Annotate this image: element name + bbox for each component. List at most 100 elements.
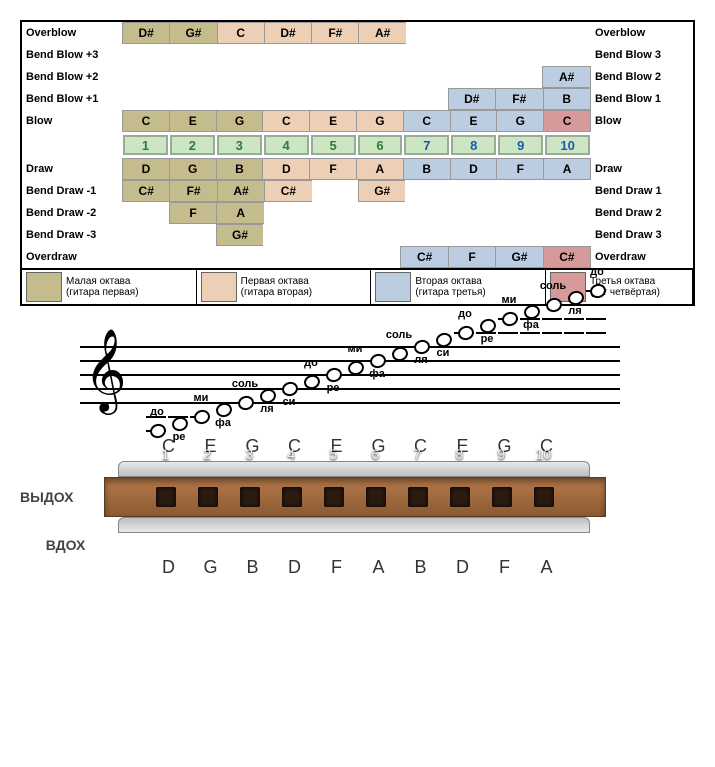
row-holes: 12345678910	[22, 132, 693, 158]
cell: G	[496, 110, 543, 132]
row-benddraw2: Bend Draw -2FABend Draw 2	[22, 202, 693, 224]
harp-hole	[282, 487, 302, 507]
legend-swatch	[201, 272, 237, 302]
harp-hole-num: 4	[270, 446, 312, 462]
note	[456, 324, 475, 342]
cell: C#	[400, 246, 447, 268]
cell	[544, 202, 591, 224]
label-right: Overdraw	[591, 246, 693, 268]
cell	[358, 202, 405, 224]
cell: C	[543, 110, 591, 132]
cell	[452, 180, 498, 202]
cell	[496, 66, 543, 88]
cell: A#	[358, 22, 405, 44]
cell	[405, 180, 451, 202]
note-label: до	[458, 308, 472, 320]
cell: D	[450, 158, 497, 180]
label-right: Bend Blow 2	[591, 66, 693, 88]
legend-item: Малая октава(гитара первая)	[22, 270, 197, 304]
cell	[122, 224, 169, 246]
draw-note: F	[484, 557, 526, 578]
label-left: Bend Blow +1	[22, 88, 122, 110]
legend-text: Малая октава(гитара первая)	[66, 276, 139, 298]
cell: G#	[169, 22, 216, 44]
cell	[215, 246, 261, 268]
cell	[215, 66, 262, 88]
cell	[308, 246, 354, 268]
cell	[451, 224, 498, 246]
cell: D	[122, 158, 169, 180]
cell	[402, 66, 449, 88]
cell	[215, 88, 262, 110]
cell	[122, 44, 169, 66]
cell	[497, 224, 544, 246]
cell	[122, 88, 169, 110]
cell	[404, 202, 451, 224]
hole-numbers-strip: 12345678910	[104, 446, 604, 462]
cell: F	[309, 158, 356, 180]
harp-hole	[450, 487, 470, 507]
hole-num-3: 3	[217, 135, 262, 155]
label-left: Bend Draw -3	[22, 224, 122, 246]
legend-item: Первая октава(гитара вторая)	[197, 270, 372, 304]
harp-hole-num: 1	[144, 446, 186, 462]
bend-chart: OverblowD#G#CD#F#A#OverblowBend Blow +3B…	[20, 20, 695, 306]
cell	[312, 180, 358, 202]
cell	[264, 202, 311, 224]
note-label: до	[590, 266, 604, 278]
note-label: соль	[540, 280, 566, 292]
cell: F	[169, 202, 217, 224]
harp-hole-num: 8	[438, 446, 480, 462]
cell	[122, 246, 168, 268]
cell: C	[403, 110, 450, 132]
cell: G	[169, 158, 216, 180]
legend-text: Вторая октава(гитара третья)	[415, 276, 485, 298]
label-right: Bend Draw 3	[591, 224, 693, 246]
harmonica-body: 12345678910	[104, 461, 604, 533]
harp-hole-num: 2	[186, 446, 228, 462]
cell: C	[217, 22, 264, 44]
draw-note: D	[442, 557, 484, 578]
cell: A	[543, 158, 591, 180]
harp-hole-num: 7	[396, 446, 438, 462]
harp-hole	[534, 487, 554, 507]
cell	[169, 44, 216, 66]
note-label: ре	[173, 431, 186, 443]
cell: G#	[495, 246, 542, 268]
cell: G#	[358, 180, 405, 202]
cell: A#	[217, 180, 264, 202]
cell	[169, 66, 216, 88]
cell: C	[262, 110, 309, 132]
hole-num-8: 8	[451, 135, 496, 155]
cell: F	[448, 246, 495, 268]
harp-hole-num: 6	[354, 446, 396, 462]
note-label: соль	[386, 329, 412, 341]
row-bendblow2: Bend Blow +2A#Bend Blow 2	[22, 66, 693, 88]
cell	[262, 66, 309, 88]
cell	[262, 88, 309, 110]
cell: B	[216, 158, 263, 180]
legend-swatch	[375, 272, 411, 302]
hole-num-1: 1	[123, 135, 168, 155]
hole-num-4: 4	[264, 135, 309, 155]
cell: E	[309, 110, 356, 132]
label-right: Bend Blow 3	[591, 44, 693, 66]
cell	[357, 44, 404, 66]
row-overblow: OverblowD#G#CD#F#A#Overblow	[22, 22, 693, 44]
cell: C#	[122, 180, 169, 202]
cell: G#	[216, 224, 264, 246]
harp-hole-num: 9	[480, 446, 522, 462]
note-label: фа	[215, 417, 231, 429]
harp-hole	[156, 487, 176, 507]
hole-num-7: 7	[404, 135, 449, 155]
cell	[451, 202, 498, 224]
note	[192, 408, 211, 426]
cell: F	[496, 158, 543, 180]
cell	[309, 66, 356, 88]
label-right: Draw	[591, 158, 693, 180]
cell	[261, 246, 307, 268]
cell	[498, 180, 544, 202]
note	[500, 310, 519, 328]
music-staff: доремифасольлясидоремифасольлясидоремифа…	[80, 346, 620, 406]
cell: A	[216, 202, 264, 224]
